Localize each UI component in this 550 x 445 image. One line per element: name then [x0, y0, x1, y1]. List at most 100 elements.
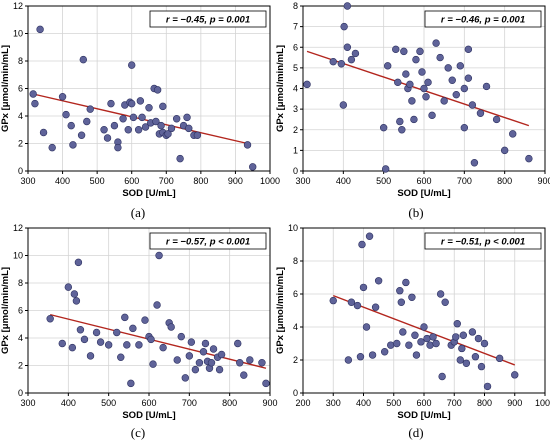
data-point — [406, 80, 414, 89]
data-points — [29, 25, 257, 171]
data-point — [396, 117, 404, 126]
y-axis-label: GPx [μmol/min/mL] — [0, 45, 11, 132]
y-tick-label: 4 — [18, 111, 23, 121]
data-point — [100, 126, 108, 134]
data-point — [453, 319, 461, 328]
data-point — [380, 348, 389, 356]
data-point — [476, 109, 485, 117]
data-point — [124, 126, 132, 134]
data-point — [92, 328, 101, 337]
panel-caption-a: (a) — [130, 205, 146, 220]
data-point — [153, 86, 162, 94]
data-point — [167, 323, 175, 331]
data-point — [145, 104, 153, 112]
x-tick-label: 500 — [90, 176, 105, 186]
data-point — [387, 341, 395, 349]
data-point — [448, 76, 456, 84]
x-tick-label: 300 — [295, 176, 310, 186]
data-point — [243, 141, 252, 149]
data-point — [207, 359, 216, 367]
x-tick-label: 600 — [416, 176, 431, 186]
y-tick-label: 10 — [13, 251, 23, 261]
x-tick-label: 400 — [336, 176, 351, 186]
data-point — [72, 297, 81, 305]
data-point — [452, 333, 460, 341]
data-point — [77, 131, 86, 139]
data-point — [303, 80, 311, 89]
data-point — [460, 84, 469, 93]
data-point — [36, 25, 44, 34]
data-point — [107, 99, 115, 108]
data-point — [246, 356, 254, 364]
data-point — [177, 332, 185, 341]
chart-svg-d: 200 300 400 500 600 700 800 900 1000 0 2 4 6 8 10 SOD [… — [275, 223, 550, 421]
data-point — [135, 341, 143, 349]
data-point — [191, 365, 200, 374]
data-point — [339, 101, 348, 109]
data-point — [470, 159, 479, 167]
y-tick-label: 4 — [293, 322, 298, 332]
data-point — [83, 117, 91, 126]
data-points — [46, 251, 270, 388]
data-point — [368, 351, 377, 359]
data-point — [416, 47, 424, 56]
data-point — [136, 97, 145, 105]
data-point — [411, 331, 419, 339]
x-tick-label: 600 — [124, 176, 139, 186]
grid — [27, 5, 271, 172]
data-point — [167, 124, 176, 133]
x-tick-label: 300 — [20, 398, 35, 408]
data-point — [412, 351, 421, 359]
data-point — [441, 298, 449, 306]
data-point — [141, 123, 150, 131]
data-point — [418, 68, 426, 76]
data-point — [422, 93, 430, 101]
x-tick-label: 400 — [356, 398, 371, 408]
x-tick-label: 400 — [55, 176, 70, 186]
y-tick-label: 0 — [293, 166, 298, 176]
y-tick-label: 8 — [18, 56, 23, 66]
data-point — [114, 143, 122, 152]
data-points — [303, 2, 533, 173]
data-point — [347, 298, 356, 306]
data-point — [381, 165, 390, 173]
x-tick-label: 900 — [507, 398, 522, 408]
data-point — [119, 115, 127, 123]
x-tick-label: 300 — [20, 176, 35, 186]
data-point — [110, 121, 119, 130]
stats-box — [149, 232, 267, 250]
data-point — [482, 82, 491, 91]
y-tick-label: 12 — [13, 1, 23, 11]
data-point — [128, 99, 136, 108]
y-tick-label: 2 — [18, 139, 23, 149]
data-point — [424, 78, 432, 87]
data-point — [356, 353, 365, 361]
y-axis-label: GPx [μmol/min/mL] — [275, 267, 286, 354]
y-tick-label: 6 — [293, 42, 298, 52]
data-point — [436, 290, 445, 298]
data-point — [262, 379, 270, 388]
x-tick-label: 800 — [193, 176, 208, 186]
data-point — [456, 356, 465, 364]
data-point — [500, 146, 509, 155]
y-axis-label: GPx [μmol/min/mL] — [0, 267, 11, 354]
y-tick-label: 8 — [293, 1, 298, 11]
y-tick-label: 8 — [293, 256, 298, 266]
data-point — [86, 352, 95, 360]
x-tick-label: 700 — [182, 398, 197, 408]
x-axis-label: SOD [U/mL] — [397, 410, 450, 421]
x-axis-label: SOD [U/mL] — [122, 188, 175, 199]
x-tick-label: 300 — [326, 398, 341, 408]
data-point — [149, 360, 157, 368]
data-point — [147, 335, 155, 344]
data-point — [236, 359, 244, 367]
data-point — [460, 123, 469, 132]
data-point — [157, 121, 165, 130]
data-point — [432, 39, 440, 47]
data-point — [371, 303, 380, 311]
data-point — [362, 323, 371, 331]
data-point — [195, 359, 204, 367]
data-point — [138, 113, 146, 122]
x-tick-label: 500 — [376, 176, 391, 186]
x-tick-label: 200 — [295, 398, 310, 408]
